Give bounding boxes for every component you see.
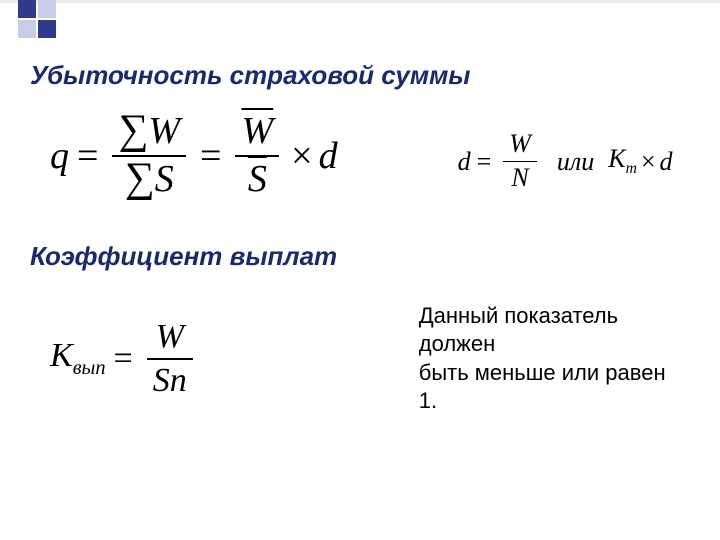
equals-1: = bbox=[77, 134, 98, 178]
slide-content: Убыточность страховой суммы q = ∑W ∑S = … bbox=[30, 60, 690, 416]
frac-sigma-den: ∑S bbox=[119, 159, 180, 201]
var-d: d bbox=[319, 134, 338, 178]
times-2: × bbox=[641, 147, 656, 177]
frac-bar-den: S bbox=[242, 159, 273, 201]
formula-q: q = ∑W ∑S = W S × d bbox=[50, 111, 338, 201]
formula-d: d = W N или Km × d bbox=[458, 130, 673, 192]
formula-k: Kвып = W Sn bbox=[50, 318, 199, 399]
note-text: Данный показатель должен быть меньше или… bbox=[419, 302, 690, 416]
times-1: × bbox=[291, 134, 312, 178]
var-d2: d bbox=[458, 147, 471, 177]
frac-wn: W N bbox=[503, 130, 537, 192]
var-d3: d bbox=[660, 147, 673, 177]
frac-bar: W S bbox=[235, 111, 279, 201]
frac-wsn: W Sn bbox=[147, 318, 193, 399]
decor-line bbox=[0, 0, 720, 3]
decor-square bbox=[18, 0, 36, 18]
note-line-1: Данный показатель должен bbox=[419, 302, 690, 359]
equals-2: = bbox=[200, 134, 221, 178]
var-q: q bbox=[50, 134, 69, 178]
var-km: Km bbox=[608, 144, 637, 178]
formula-row-1: q = ∑W ∑S = W S × d d = bbox=[30, 111, 690, 201]
var-kvyp: Kвып bbox=[50, 337, 106, 380]
frac-bar-num: W bbox=[235, 111, 279, 153]
heading-1: Убыточность страховой суммы bbox=[30, 60, 690, 91]
or-word: или bbox=[557, 147, 594, 177]
decor-square bbox=[38, 20, 56, 38]
equals-3: = bbox=[477, 147, 492, 177]
decor-square bbox=[18, 20, 36, 38]
frac-sigma-num: ∑W bbox=[112, 111, 186, 153]
heading-2: Коэффициент выплат bbox=[30, 241, 690, 272]
frac-sigma: ∑W ∑S bbox=[112, 111, 186, 201]
equals-4: = bbox=[114, 340, 133, 378]
formula-row-2: Kвып = W Sn Данный показатель должен быт… bbox=[30, 292, 690, 416]
decor-square bbox=[38, 0, 56, 18]
note-line-2: быть меньше или равен 1. bbox=[419, 359, 690, 416]
